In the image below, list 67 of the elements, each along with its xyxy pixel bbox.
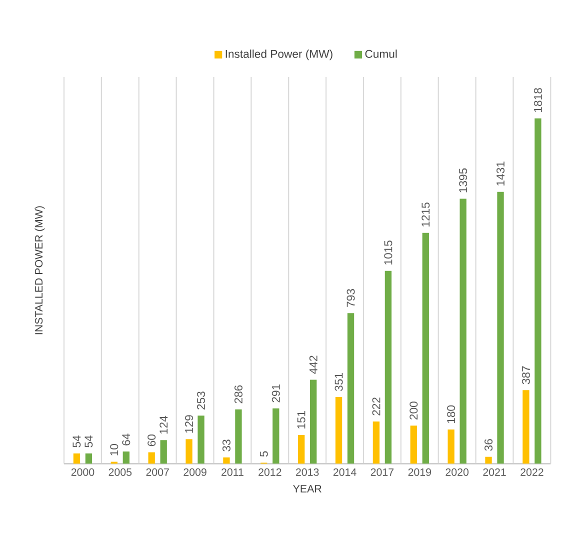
data-label: 54 — [72, 436, 81, 448]
bar — [160, 440, 167, 464]
data-label: 60 — [148, 434, 156, 446]
data-label: 442 — [309, 356, 318, 374]
x-tick-label: 2005 — [108, 468, 132, 476]
bar — [410, 426, 417, 464]
y-axis-title: INSTALLED POWER (MW) — [34, 206, 45, 334]
data-label: 1395 — [459, 168, 468, 192]
data-label: 124 — [160, 416, 168, 434]
bar — [272, 408, 280, 464]
bar — [372, 422, 380, 464]
x-tick-label: 2021 — [483, 468, 506, 476]
bar — [198, 416, 204, 464]
bar — [298, 434, 305, 464]
data-label: 793 — [346, 289, 355, 307]
data-label: 200 — [410, 402, 418, 420]
bar — [85, 453, 92, 464]
data-label: 253 — [197, 392, 206, 410]
bar — [122, 452, 130, 464]
x-tick-label: 2017 — [370, 468, 394, 476]
data-label: 291 — [272, 384, 280, 402]
bar — [460, 198, 466, 464]
x-tick-label: 2020 — [446, 468, 469, 476]
data-label: 33 — [222, 440, 230, 452]
data-label: 180 — [447, 405, 456, 424]
x-tick-label: 2013 — [296, 468, 319, 476]
data-label: 1818 — [534, 88, 542, 112]
x-axis-title: YEAR — [293, 485, 322, 492]
data-label: 36 — [484, 439, 493, 451]
data-label: 151 — [297, 411, 306, 429]
bar — [223, 457, 230, 464]
data-label: 54 — [84, 436, 93, 448]
bar — [522, 390, 530, 464]
x-tick-label: 2012 — [258, 468, 282, 476]
x-tick-label: 2007 — [146, 468, 169, 476]
data-label: 1015 — [384, 240, 392, 264]
bar — [335, 397, 342, 464]
data-label: 222 — [372, 398, 380, 416]
bar — [148, 452, 155, 464]
data-label: 1215 — [422, 202, 430, 226]
x-tick-label: 2022 — [520, 468, 544, 476]
data-label: 1431 — [496, 162, 505, 186]
data-label: 351 — [334, 373, 343, 391]
x-tick-label: 2000 — [71, 468, 94, 476]
bar — [422, 232, 429, 464]
data-label: 129 — [185, 415, 194, 433]
x-tick-label: 2014 — [333, 468, 356, 476]
bar — [534, 118, 542, 464]
bar — [347, 313, 354, 464]
data-label: 10 — [110, 444, 118, 456]
data-label: 286 — [234, 385, 242, 404]
data-label: 5 — [260, 451, 268, 457]
bar — [448, 429, 454, 464]
data-label: 64 — [122, 434, 130, 446]
data-label: 387 — [522, 366, 530, 384]
bar — [497, 192, 504, 464]
bar — [73, 453, 80, 464]
x-tick-label: 2009 — [184, 468, 206, 476]
bar — [384, 270, 392, 464]
legend-label: Installed Power (MW) — [226, 50, 332, 60]
bar — [310, 380, 317, 464]
x-tick-label: 2019 — [408, 468, 431, 476]
legend-label: Cumul — [365, 50, 397, 58]
bar — [485, 456, 492, 464]
bar — [235, 409, 242, 464]
bar — [186, 439, 192, 464]
x-tick-label: 2011 — [222, 468, 244, 476]
